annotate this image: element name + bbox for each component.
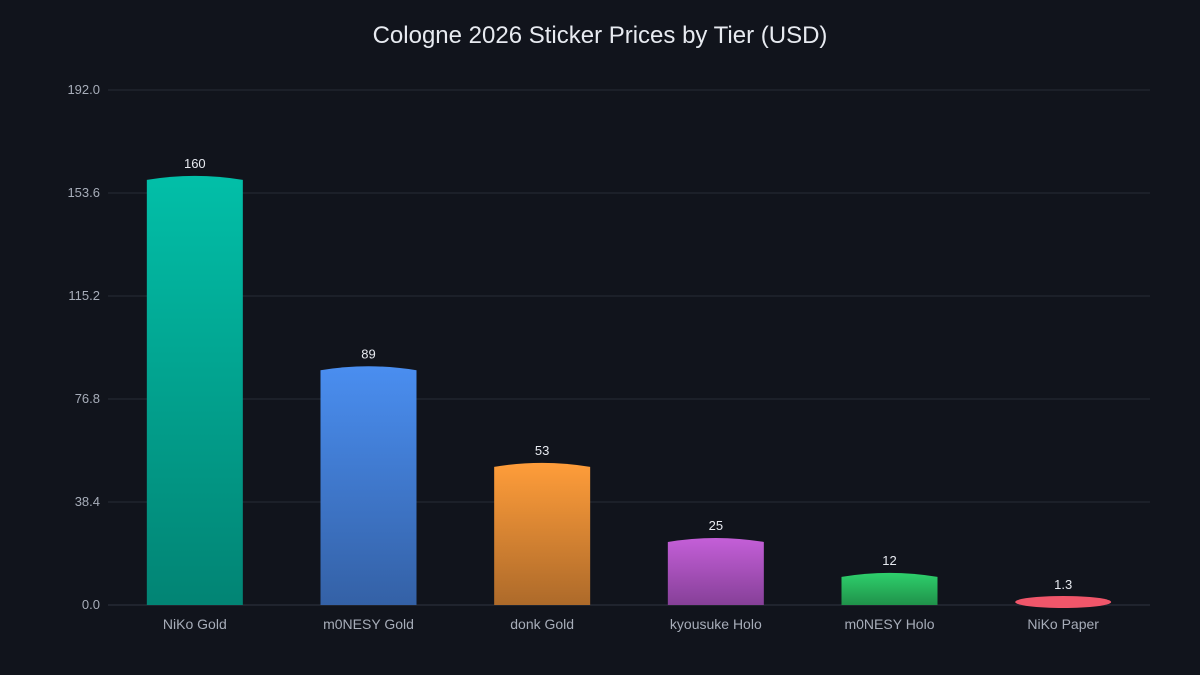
y-tick-label: 115.2 [68, 288, 100, 303]
x-category-label: donk Gold [510, 616, 574, 632]
bar [146, 175, 243, 606]
x-category-label: NiKo Paper [1027, 616, 1099, 632]
y-tick-label: 38.4 [75, 494, 100, 509]
bar-value-label: 1.3 [1054, 577, 1072, 592]
y-tick-label: 192.0 [67, 82, 100, 97]
x-axis-labels: NiKo Gold m0NESY Gold donk Gold kyousuke Ho… [163, 616, 1099, 632]
gridlines [108, 89, 1150, 606]
bar-value-label: 12 [882, 553, 896, 568]
x-category-label: m0NESY Holo [844, 616, 934, 632]
bars [146, 175, 1112, 608]
bar-value-label: 53 [535, 443, 549, 458]
y-tick-label: 153.6 [67, 185, 100, 200]
y-tick-label: 0.0 [82, 597, 100, 612]
y-tick-label: 76.8 [75, 391, 100, 406]
x-category-label: kyousuke Holo [670, 616, 762, 632]
bar-value-label: 25 [709, 518, 723, 533]
bar [841, 572, 938, 605]
x-category-label: NiKo Gold [163, 616, 227, 632]
chart-title: Cologne 2026 Sticker Prices by Tier (USD… [373, 22, 828, 49]
bar [320, 366, 417, 605]
bar [494, 462, 591, 605]
bar-value-label: 160 [184, 156, 206, 171]
bar [667, 537, 764, 605]
bar [1015, 596, 1112, 608]
value-labels: 160 89 53 25 12 1.3 [184, 156, 1072, 592]
y-axis-ticks: 0.0 38.4 76.8 115.2 153.6 192.0 [67, 82, 100, 612]
bar-value-label: 89 [361, 346, 375, 361]
x-category-label: m0NESY Gold [323, 616, 414, 632]
